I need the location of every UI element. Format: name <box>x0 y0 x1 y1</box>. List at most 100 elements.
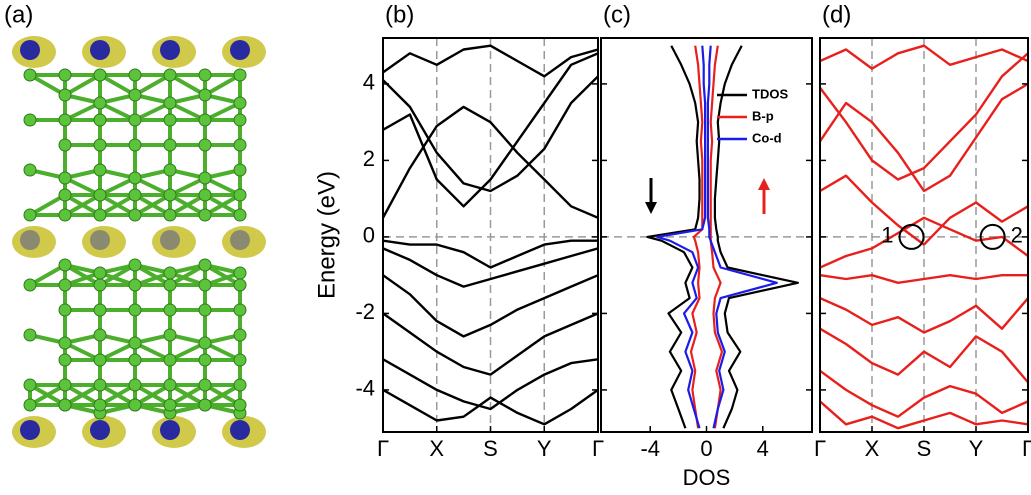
boron-atom <box>234 209 246 221</box>
boron-atom <box>59 279 71 291</box>
boron-atom <box>199 89 211 101</box>
boron-atom <box>129 379 141 391</box>
boron-atom <box>94 139 106 151</box>
boron-atom <box>24 209 36 221</box>
boron-atom <box>199 209 211 221</box>
boron-atom <box>59 172 71 184</box>
boron-atom <box>129 209 141 221</box>
boron-atom <box>164 329 176 341</box>
x-tick-label: 0 <box>700 436 712 461</box>
x-tick-label: Γ <box>814 436 826 461</box>
boron-atom <box>129 354 141 366</box>
boron-atom <box>59 337 71 349</box>
boron-atom <box>164 189 176 201</box>
boron-atom <box>129 69 141 81</box>
boron-atom <box>94 69 106 81</box>
y-tick-label: 0 <box>363 223 375 248</box>
boron-atom <box>234 267 246 279</box>
plot-area <box>383 38 598 432</box>
boron-atom <box>234 114 246 126</box>
y-axis-label: Energy (eV) <box>313 171 340 299</box>
boron-atom <box>24 329 36 341</box>
boron-atom <box>164 69 176 81</box>
x-axis-label: DOS <box>683 465 731 490</box>
boron-atom <box>199 354 211 366</box>
boron-atom <box>199 399 211 411</box>
y-tick-label: -4 <box>355 376 375 401</box>
cobalt-atom <box>230 230 250 250</box>
boron-atom <box>129 304 141 316</box>
boron-atom <box>234 379 246 391</box>
boron-atom <box>129 399 141 411</box>
boron-atom <box>129 279 141 291</box>
boron-atom <box>199 139 211 151</box>
boron-atom <box>234 354 246 366</box>
boron-atom <box>164 114 176 126</box>
boron-atom <box>164 279 176 291</box>
x-tick-label: S <box>917 436 932 461</box>
cobalt-atom <box>230 40 250 60</box>
boron-atom <box>94 354 106 366</box>
cobalt-atom <box>160 40 180 60</box>
boron-atom <box>164 399 176 411</box>
boron-atom <box>59 304 71 316</box>
boron-atom <box>129 259 141 271</box>
legend-label: Co-d <box>752 130 782 145</box>
annotation: 1 <box>881 223 893 248</box>
boron-atom <box>94 97 106 109</box>
boron-atom <box>59 89 71 101</box>
cobalt-atom <box>90 230 110 250</box>
cobalt-atom <box>20 420 40 440</box>
x-tick-label: S <box>483 436 498 461</box>
boron-atom <box>94 164 106 176</box>
boron-atom <box>164 267 176 279</box>
x-tick-label: Y <box>537 436 552 461</box>
boron-atom <box>129 89 141 101</box>
cobalt-atom <box>160 420 180 440</box>
boron-atom <box>94 267 106 279</box>
boron-atom <box>199 279 211 291</box>
boron-atom <box>234 139 246 151</box>
boron-atom <box>164 97 176 109</box>
boron-atom <box>94 279 106 291</box>
panel-label: (c) <box>603 1 631 28</box>
y-tick-label: -2 <box>355 299 375 324</box>
boron-atom <box>234 97 246 109</box>
boron-atom <box>24 164 36 176</box>
boron-atom <box>59 189 71 201</box>
boron-atom <box>24 379 36 391</box>
boron-atom <box>59 139 71 151</box>
boron-atom <box>199 69 211 81</box>
boron-atom <box>59 114 71 126</box>
boron-atom <box>59 399 71 411</box>
panel-label: (b) <box>385 1 414 28</box>
boron-atom <box>24 399 36 411</box>
x-tick-label: 4 <box>757 436 769 461</box>
spin-down-arrow <box>645 202 657 214</box>
boron-atom <box>164 379 176 391</box>
panel-label: (a) <box>4 1 33 28</box>
boron-atom <box>199 379 211 391</box>
legend-label: TDOS <box>752 86 788 101</box>
annotation: 2 <box>1011 223 1023 248</box>
boron-atom <box>129 114 141 126</box>
boron-atom <box>24 279 36 291</box>
boron-atom <box>94 329 106 341</box>
boron-atom <box>129 172 141 184</box>
boron-atom <box>164 209 176 221</box>
spin-up-arrow <box>758 178 770 190</box>
boron-atom <box>234 304 246 316</box>
boron-atom <box>94 304 106 316</box>
boron-atom <box>164 139 176 151</box>
x-tick-label: X <box>865 436 880 461</box>
crystal-structure <box>12 36 266 448</box>
x-tick-label: Γ <box>1022 436 1031 461</box>
boron-atom <box>59 259 71 271</box>
boron-atom <box>59 354 71 366</box>
y-tick-label: 4 <box>363 70 375 95</box>
boron-atom <box>94 114 106 126</box>
cobalt-atom <box>20 230 40 250</box>
x-tick-label: Γ <box>592 436 604 461</box>
legend-label: B-p <box>752 108 774 123</box>
boron-atom <box>234 189 246 201</box>
